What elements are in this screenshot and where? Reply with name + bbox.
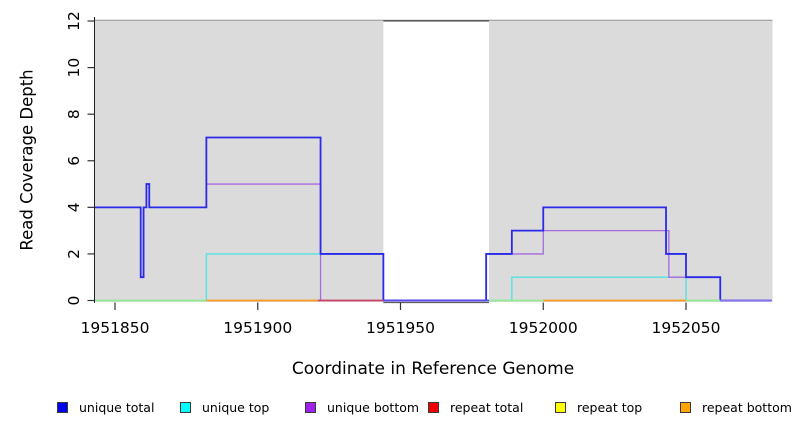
series-line-unique-total <box>95 136 772 302</box>
x-axis-tick-label: 1951900 <box>223 319 292 337</box>
x-axis-title: Coordinate in Reference Genome <box>291 359 575 379</box>
x-axis-tick-label: 1951850 <box>80 319 149 337</box>
y-axis-tick-label: 0 <box>65 296 83 306</box>
x-axis-tick-label: 1951950 <box>366 319 435 337</box>
y-axis-title: Read Coverage Depth <box>17 69 37 251</box>
y-axis-tick-label: 2 <box>65 249 83 259</box>
masked-region <box>383 21 490 302</box>
y-axis-tick-label: 4 <box>65 202 83 212</box>
y-axis-tick-label: 12 <box>65 11 83 31</box>
y-axis-tick-label: 6 <box>65 156 83 166</box>
y-axis-tick-label: 10 <box>65 58 83 78</box>
x-axis-tick-label: 1952050 <box>651 319 720 337</box>
y-axis-tick-label: 8 <box>65 109 83 119</box>
x-axis-tick-label: 1952000 <box>509 319 578 337</box>
